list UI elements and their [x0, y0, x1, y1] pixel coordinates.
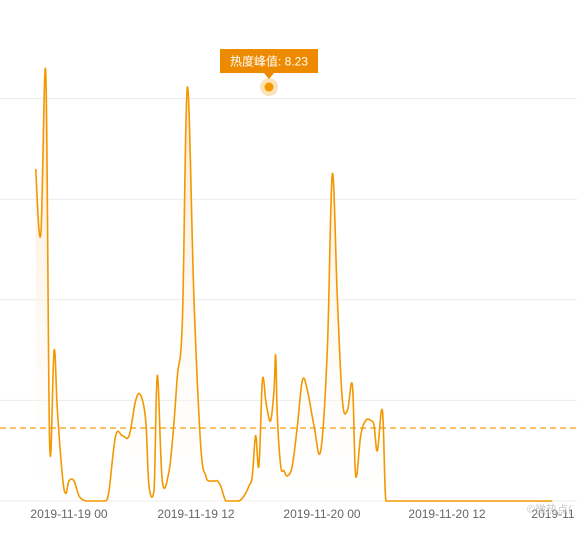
x-axis-ticks: 2019-11-19 00 2019-11-19 12 2019-11-20 00 2… — [30, 507, 574, 521]
grid-lines — [0, 98, 577, 502]
x-tick-label: 2019-11-20 00 — [283, 507, 361, 521]
x-tick-label: 2019-11-19 12 — [157, 507, 235, 521]
peak-label-box — [220, 49, 318, 74]
x-tick-label: 2019-11-19 00 — [30, 507, 108, 521]
area-layer — [35, 68, 553, 501]
x-tick-label: 2019-11-20 12 — [408, 507, 486, 521]
peak-point — [264, 82, 274, 92]
peak-label: 热度峰值: 8.23 — [230, 54, 308, 69]
series-area — [35, 68, 553, 501]
peak-marker-layer: 热度峰值: 8.23 — [220, 49, 318, 97]
line-layer — [34, 67, 553, 502]
peak-label-pointer — [264, 73, 274, 80]
series-line — [34, 67, 553, 502]
x-tick-label: 2019-11 — [531, 507, 574, 521]
watermark-text: ©微热点( — [527, 502, 572, 516]
